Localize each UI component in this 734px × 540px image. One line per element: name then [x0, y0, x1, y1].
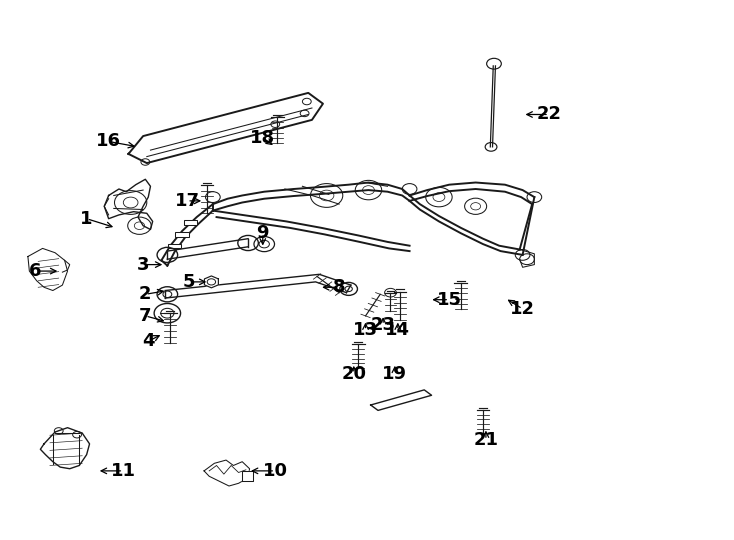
Text: 19: 19: [382, 364, 407, 383]
Text: 5: 5: [183, 273, 196, 291]
Text: 22: 22: [537, 105, 562, 124]
Text: 6: 6: [29, 262, 42, 280]
Polygon shape: [128, 93, 323, 163]
Text: 2: 2: [139, 285, 152, 303]
Polygon shape: [242, 471, 253, 481]
Bar: [175, 232, 189, 237]
Polygon shape: [204, 276, 219, 288]
Polygon shape: [104, 179, 153, 230]
Polygon shape: [165, 274, 351, 298]
Polygon shape: [40, 428, 90, 469]
Text: 1: 1: [80, 210, 93, 228]
Polygon shape: [28, 248, 68, 291]
Text: 15: 15: [437, 291, 462, 309]
Text: 16: 16: [96, 132, 121, 151]
Text: 20: 20: [341, 364, 366, 383]
Bar: [184, 220, 197, 225]
Polygon shape: [204, 460, 250, 486]
Text: 7: 7: [139, 307, 152, 325]
Text: 21: 21: [473, 431, 498, 449]
Text: 17: 17: [175, 192, 200, 210]
Text: 14: 14: [385, 321, 410, 340]
Text: 4: 4: [142, 332, 155, 350]
Text: 18: 18: [250, 129, 275, 147]
Text: 3: 3: [137, 255, 150, 274]
Text: 9: 9: [256, 224, 269, 242]
Text: 23: 23: [371, 316, 396, 334]
Text: 12: 12: [510, 300, 535, 318]
Text: 11: 11: [111, 462, 136, 480]
Polygon shape: [371, 390, 432, 410]
Text: 8: 8: [333, 278, 346, 296]
Text: 13: 13: [353, 321, 378, 340]
Bar: [168, 244, 181, 248]
Text: 10: 10: [263, 462, 288, 480]
